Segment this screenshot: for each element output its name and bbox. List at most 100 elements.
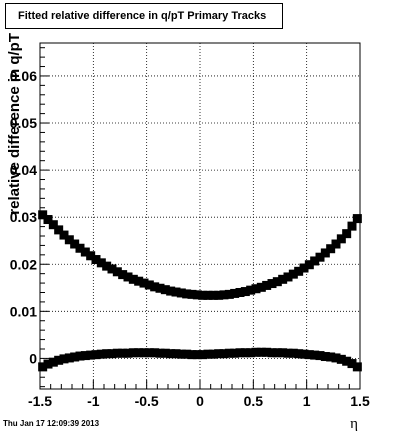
data-point: [70, 239, 80, 249]
data-point: [304, 260, 314, 270]
data-point: [112, 348, 122, 358]
data-point: [342, 229, 352, 239]
data-point: [182, 289, 192, 299]
axis-ticks: [39, 47, 361, 389]
data-point: [43, 359, 53, 369]
grid-lines: [40, 43, 360, 389]
data-point: [230, 348, 240, 358]
data-point: [198, 350, 208, 360]
chart-title: Fitted relative difference in q/pT Prima…: [5, 3, 283, 29]
data-point: [347, 359, 357, 369]
data-point: [80, 351, 90, 361]
data-point: [214, 290, 224, 300]
data-point: [102, 349, 112, 359]
data-point: [134, 276, 144, 286]
data-point: [219, 349, 229, 359]
data-markers: [38, 210, 362, 372]
data-point: [208, 349, 218, 359]
data-point: [208, 290, 218, 300]
data-point: [251, 284, 261, 294]
data-point: [107, 264, 117, 274]
y-tick-label: 0.04: [10, 162, 37, 178]
y-tick-label: 0: [29, 350, 37, 366]
y-tick-label: 0.05: [10, 115, 37, 131]
data-point: [80, 247, 90, 257]
data-point: [176, 349, 186, 359]
data-point: [96, 258, 106, 268]
data-point: [299, 263, 309, 273]
data-point: [304, 350, 314, 360]
data-point: [96, 349, 106, 359]
data-point: [246, 348, 256, 358]
data-point: [224, 348, 234, 358]
data-point: [166, 286, 176, 296]
data-point: [272, 277, 282, 287]
data-point: [150, 282, 160, 292]
data-point: [299, 349, 309, 359]
data-point: [75, 243, 85, 253]
data-point: [251, 347, 261, 357]
timestamp-label: Thu Jan 17 12:09:39 2013: [3, 419, 100, 428]
data-point: [91, 350, 101, 360]
data-point: [278, 274, 288, 284]
x-tick-label: 1: [303, 393, 311, 409]
data-point: [224, 289, 234, 299]
data-point: [331, 239, 341, 249]
x-tick-label: -0.5: [135, 393, 159, 409]
data-point: [150, 348, 160, 358]
data-point: [352, 214, 362, 224]
x-tick-label: -1: [87, 393, 100, 409]
data-point: [336, 354, 346, 364]
data-point: [288, 269, 298, 279]
x-axis-title: η: [350, 416, 358, 432]
x-tick-label: 0.5: [244, 393, 264, 409]
data-point: [107, 349, 117, 359]
data-point: [240, 348, 250, 358]
data-point: [187, 350, 197, 360]
y-axis-title: relative difference in q/pT: [6, 33, 23, 215]
data-point: [38, 210, 48, 220]
data-point: [235, 348, 245, 358]
data-point: [54, 225, 64, 235]
data-point: [214, 349, 224, 359]
data-point: [336, 234, 346, 244]
data-point: [310, 350, 320, 360]
data-point: [310, 256, 320, 266]
data-point: [272, 348, 282, 358]
data-point: [267, 348, 277, 358]
data-point: [176, 288, 186, 298]
series-1: [38, 210, 362, 300]
data-point: [278, 348, 288, 358]
data-point: [123, 348, 133, 358]
y-tick-label: 0.03: [10, 209, 37, 225]
data-point: [91, 255, 101, 265]
data-point: [118, 270, 128, 280]
data-point: [267, 279, 277, 289]
data-point: [187, 289, 197, 299]
data-point: [128, 274, 138, 284]
data-point: [256, 347, 266, 357]
data-point: [75, 351, 85, 361]
data-point: [192, 350, 202, 360]
series-2: [38, 347, 362, 372]
data-point: [315, 252, 325, 262]
y-tick-label: 0.01: [10, 303, 37, 319]
data-point: [64, 353, 74, 363]
data-point: [160, 348, 170, 358]
data-point: [262, 280, 272, 290]
data-point: [123, 272, 133, 282]
y-tick-label: 0.06: [10, 68, 37, 84]
data-point: [262, 347, 272, 357]
data-point: [294, 349, 304, 359]
data-point: [118, 348, 128, 358]
data-point: [64, 235, 74, 245]
data-point: [144, 348, 154, 358]
data-point: [347, 221, 357, 231]
data-point: [43, 215, 53, 225]
data-point: [86, 350, 96, 360]
data-point: [283, 348, 293, 358]
data-point: [182, 349, 192, 359]
data-point: [144, 280, 154, 290]
data-point: [86, 251, 96, 261]
data-point: [48, 357, 58, 367]
